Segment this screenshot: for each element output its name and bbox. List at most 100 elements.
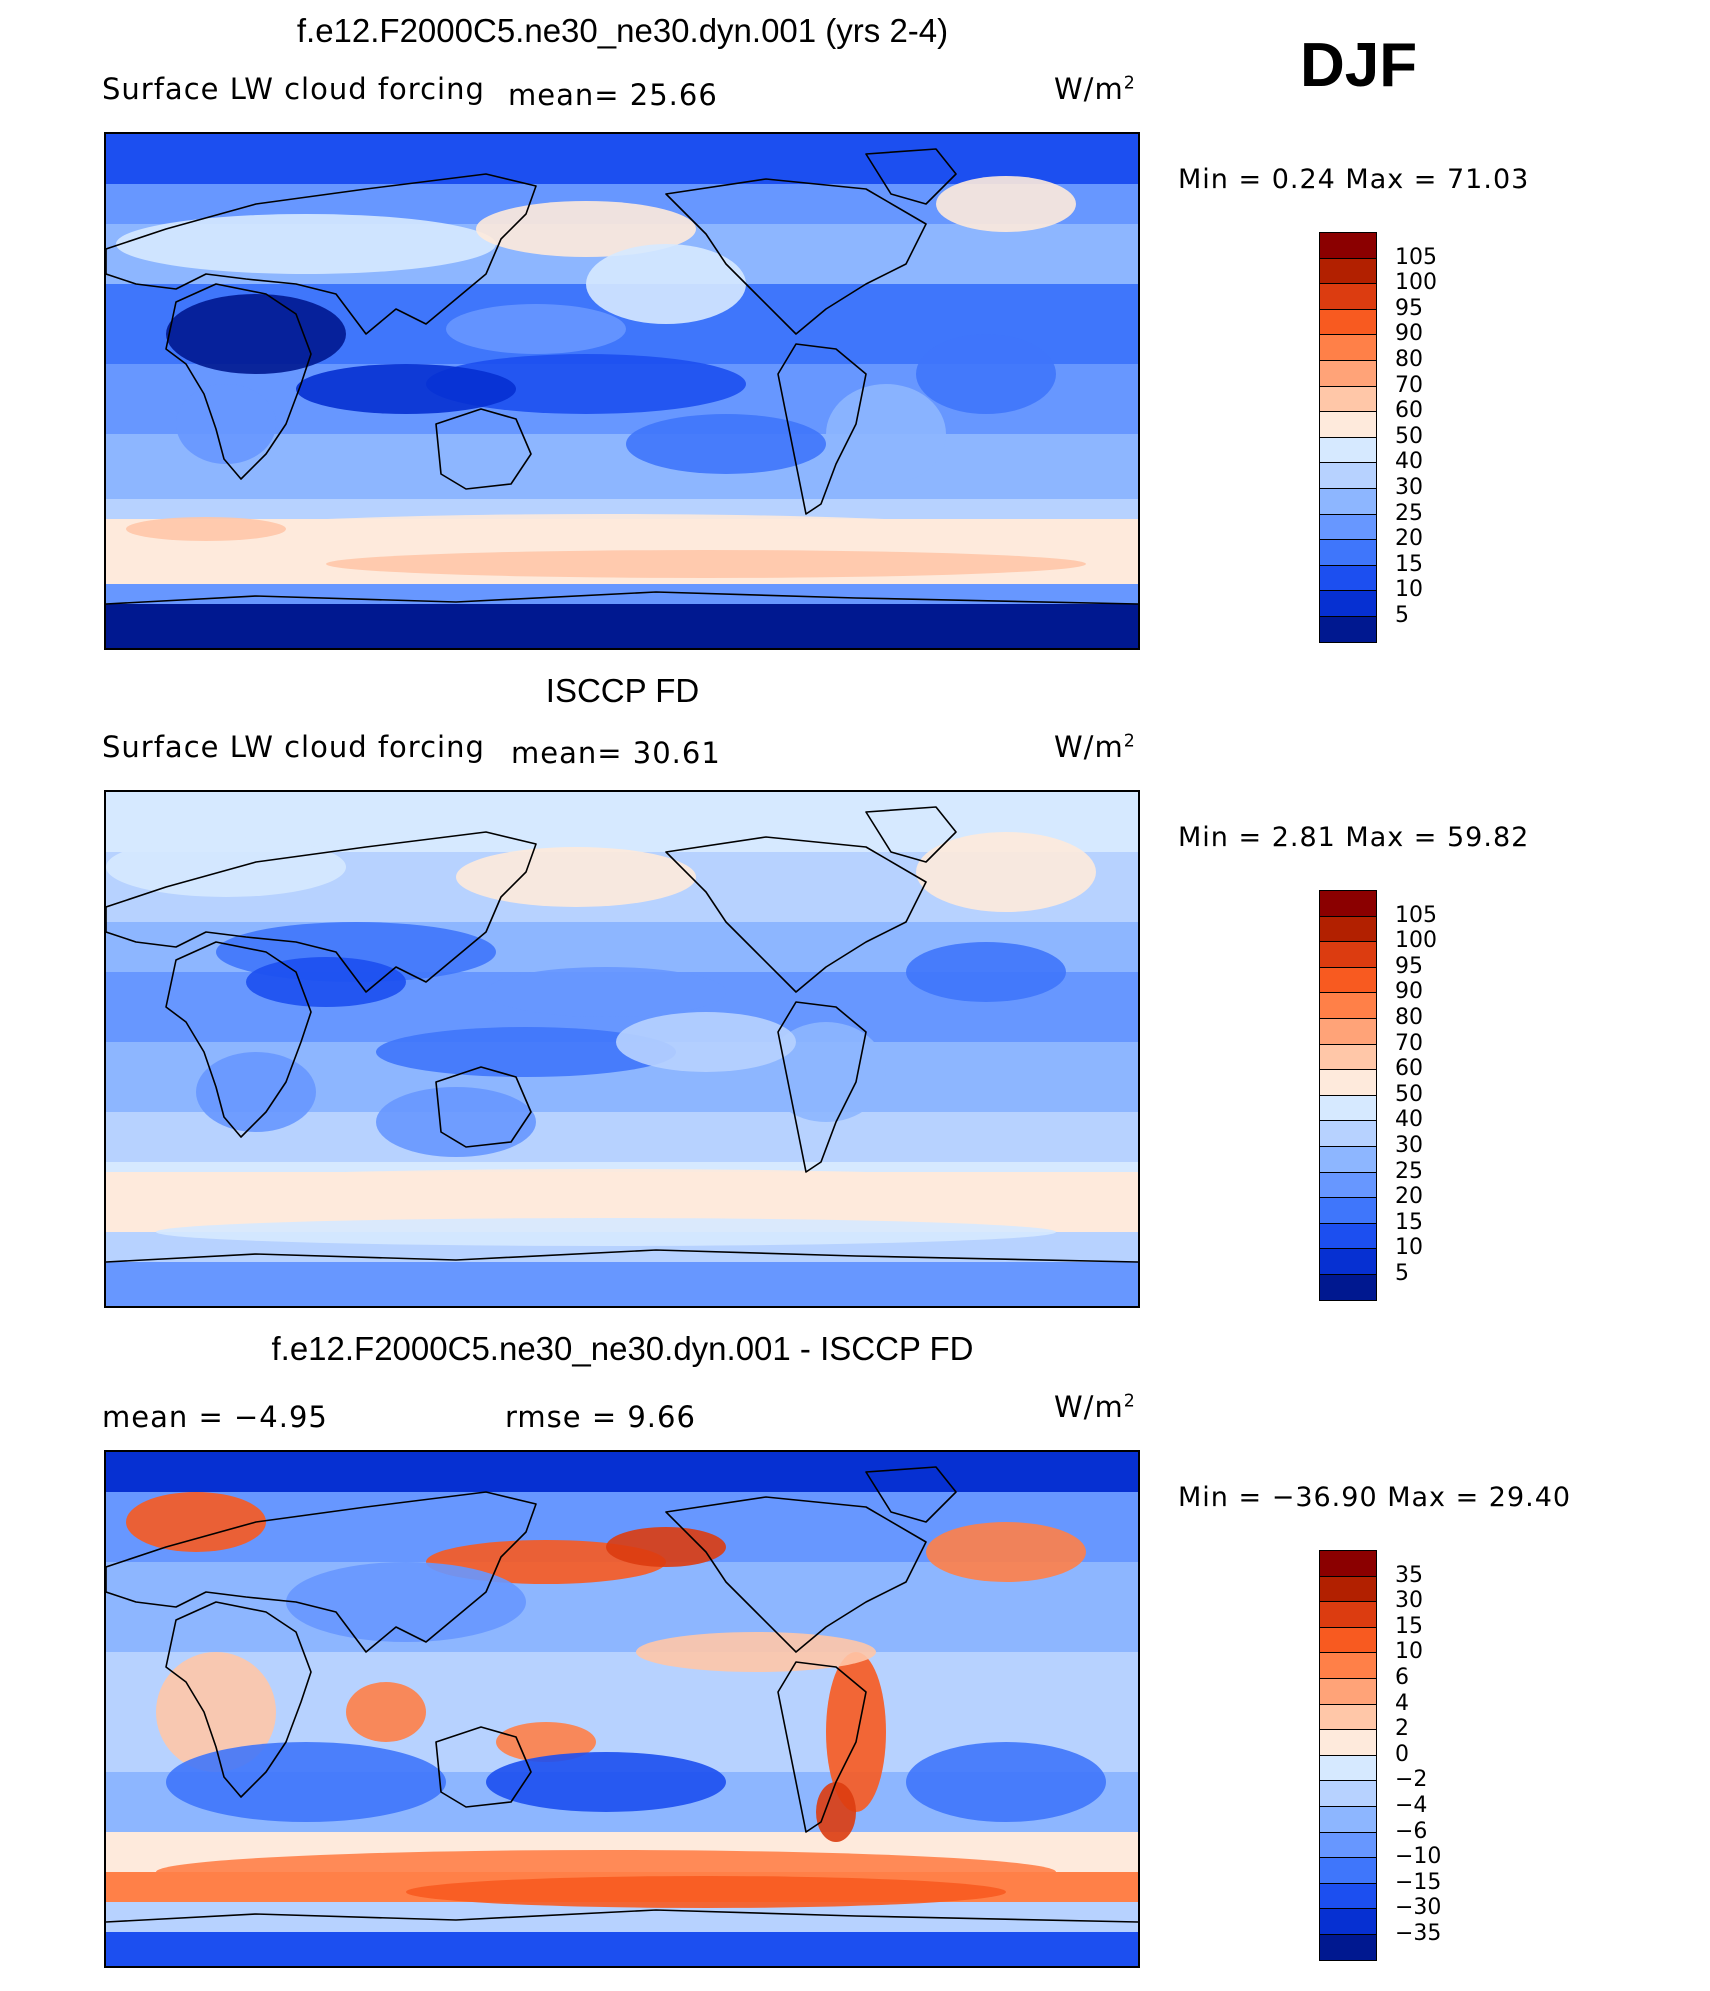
units-label: W/m2: [1054, 730, 1136, 764]
panel-title: f.e12.F2000C5.ne30_ne30.dyn.001 - ISCCP …: [271, 1330, 974, 1367]
field-contour: [586, 244, 746, 324]
colorbar-label: 50: [1395, 1081, 1423, 1107]
field-contour: [406, 1876, 1006, 1908]
colorbar-swatch: [1319, 334, 1377, 361]
colorbar: 105 100 95 90 80 70 60 50 40 30 25 20 15 10 5: [1319, 890, 1437, 1301]
colorbar-label: 15: [1395, 551, 1423, 577]
coastline: [865, 148, 957, 205]
colorbar-label: 70: [1395, 1030, 1423, 1056]
map-field: [106, 792, 1138, 1306]
colorbar-swatch: [1319, 966, 1377, 994]
colorbar-label: 105: [1395, 902, 1437, 928]
colorbar-swatch: [1319, 1626, 1377, 1654]
field-contour: [456, 847, 696, 907]
field-contour: [136, 1169, 1076, 1205]
colorbar-label: −15: [1395, 1869, 1442, 1895]
field-contour: [126, 517, 286, 541]
colorbar-swatch: [1319, 488, 1377, 515]
field-band: [106, 1262, 1138, 1306]
min-max-label: Min = −36.90 Max = 29.40: [1178, 1482, 1572, 1513]
colorbar-swatch: [1319, 513, 1377, 541]
field-contour: [636, 1632, 876, 1672]
field-contour: [486, 967, 726, 1017]
colorbar-swatch: [1319, 308, 1377, 336]
field-contour: [326, 550, 1086, 578]
colorbar-swatch: [1319, 890, 1377, 917]
field-contour: [906, 1742, 1106, 1822]
colorbar-label: 50: [1395, 423, 1423, 449]
colorbar-label: 30: [1395, 1133, 1423, 1158]
field-contour: [626, 414, 826, 474]
coastline: [106, 1491, 537, 1653]
colorbar-swatch: [1319, 539, 1377, 566]
colorbar-label: 90: [1395, 979, 1423, 1005]
colorbar-swatch: [1319, 1550, 1377, 1577]
colorbar-label: 60: [1395, 1056, 1423, 1082]
rmse-label: rmse = 9.66: [505, 1400, 696, 1434]
mean-label: mean= 25.66: [508, 78, 718, 112]
colorbar-label: 20: [1395, 526, 1423, 552]
colorbar-swatch: [1319, 385, 1377, 413]
colorbar-label: 40: [1395, 1107, 1423, 1133]
colorbar-label: 4: [1395, 1690, 1409, 1716]
field-contour: [606, 1527, 726, 1567]
colorbar-label: 0: [1395, 1741, 1409, 1767]
colorbar-swatch: [1319, 616, 1377, 643]
field-band: [106, 1452, 1138, 1492]
colorbar-label: −4: [1395, 1793, 1428, 1818]
field-band: [106, 434, 1138, 499]
colorbar-swatch: [1319, 411, 1377, 438]
colorbar-swatch: [1319, 1248, 1377, 1275]
coastline: [777, 343, 867, 515]
colorbar-swatch: [1319, 1601, 1377, 1628]
colorbar-label: 105: [1395, 244, 1437, 270]
colorbar-swatch: [1319, 590, 1377, 617]
field-contour: [926, 1522, 1086, 1582]
colorbar-swatch: [1319, 1094, 1377, 1122]
colorbar-label: 35: [1395, 1562, 1423, 1588]
coastline: [165, 941, 312, 1138]
field-contour: [166, 294, 346, 374]
coastline: [665, 178, 927, 335]
coastline: [665, 1496, 927, 1653]
colorbar-label: 25: [1395, 1158, 1423, 1184]
variable-label: Surface LW cloud forcing: [102, 72, 485, 106]
colorbar-label: 10: [1395, 1639, 1423, 1665]
colorbar-label: 15: [1395, 1209, 1423, 1235]
field-contour: [186, 514, 1026, 554]
field-contour: [376, 1027, 676, 1077]
colorbar-label: 10: [1395, 1235, 1423, 1261]
map-panel-model: [104, 132, 1140, 650]
coastline: [865, 1466, 957, 1523]
field-contour: [616, 1012, 796, 1072]
colorbar-label: −6: [1395, 1818, 1428, 1844]
colorbar-swatch: [1319, 1043, 1377, 1071]
field-contour: [116, 214, 496, 274]
field-contour: [106, 837, 346, 897]
field-contour: [486, 1752, 726, 1812]
colorbar-swatch: [1319, 915, 1377, 943]
field-contour: [936, 176, 1076, 232]
colorbar-swatch: [1319, 1934, 1377, 1961]
min-max-label: Min = 0.24 Max = 71.03: [1178, 164, 1530, 195]
units-label: W/m2: [1054, 1390, 1136, 1424]
colorbar-swatch: [1319, 283, 1377, 310]
field-contour: [176, 384, 276, 464]
colorbar-swatch: [1319, 1780, 1377, 1807]
min-max-label: Min = 2.81 Max = 59.82: [1178, 822, 1530, 853]
field-contour: [476, 201, 696, 257]
colorbar-label: 20: [1395, 1184, 1423, 1210]
colorbar-swatch: [1319, 1857, 1377, 1884]
coastline: [106, 591, 1138, 605]
field-band: [106, 1932, 1138, 1966]
season-label: DJF: [1300, 31, 1418, 100]
colorbar-swatch: [1319, 1806, 1377, 1833]
colorbar-swatch: [1319, 1575, 1377, 1603]
field-contour: [826, 384, 946, 484]
colorbar-swatch: [1319, 1171, 1377, 1199]
field-contour: [376, 1087, 536, 1157]
field-contour: [156, 1218, 1056, 1246]
colorbar-swatch: [1319, 462, 1377, 489]
coastline: [106, 173, 537, 335]
field-contour: [906, 942, 1066, 1002]
